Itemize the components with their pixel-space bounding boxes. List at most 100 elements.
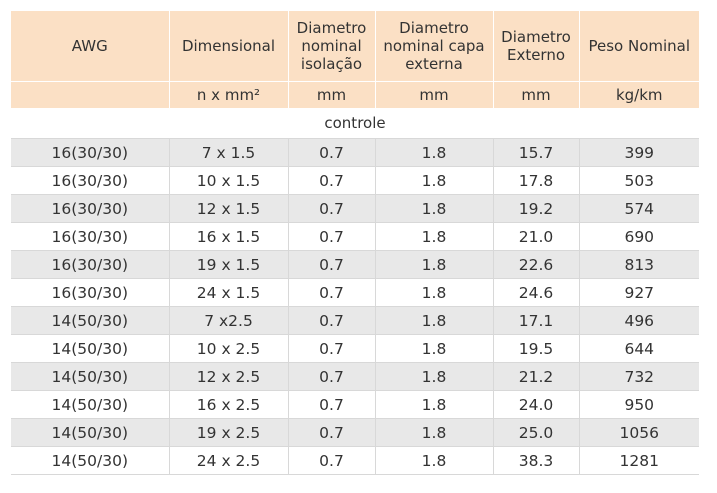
header-diametro-capa: Diametro nominal capa externa	[374, 11, 493, 82]
cell-awg: 16(30/30)	[11, 194, 169, 223]
cell-isolacao: 0.7	[287, 166, 375, 195]
unit-externo: mm	[492, 81, 579, 108]
units-row: n x mm² mm mm mm kg/km	[11, 81, 699, 108]
cell-dimensional: 19 x 1.5	[168, 250, 288, 279]
cell-dimensional: 16 x 1.5	[168, 222, 288, 251]
cell-externo: 21.0	[492, 222, 579, 251]
cell-isolacao: 0.7	[287, 306, 375, 335]
cell-capa: 1.8	[374, 418, 493, 447]
table-row: 14(50/30) 16 x 2.5 0.7 1.8 24.0 950	[11, 390, 699, 419]
table-row: 16(30/30) 16 x 1.5 0.7 1.8 21.0 690	[11, 222, 699, 251]
cell-dimensional: 24 x 1.5	[168, 278, 288, 307]
cell-peso: 1056	[578, 418, 699, 447]
cell-dimensional: 7 x2.5	[168, 306, 288, 335]
cell-awg: 16(30/30)	[11, 138, 169, 167]
cell-isolacao: 0.7	[287, 250, 375, 279]
cell-capa: 1.8	[374, 390, 493, 419]
table-row: 14(50/30) 10 x 2.5 0.7 1.8 19.5 644	[11, 334, 699, 363]
cell-capa: 1.8	[374, 334, 493, 363]
cell-externo: 22.6	[492, 250, 579, 279]
cell-awg: 16(30/30)	[11, 166, 169, 195]
cell-awg: 14(50/30)	[11, 334, 169, 363]
cell-capa: 1.8	[374, 362, 493, 391]
cell-externo: 24.0	[492, 390, 579, 419]
cell-awg: 14(50/30)	[11, 446, 169, 475]
table-row: 16(30/30) 7 x 1.5 0.7 1.8 15.7 399	[11, 138, 699, 167]
cell-peso: 574	[578, 194, 699, 223]
header-diametro-isolacao: Diametro nominal isolação	[287, 11, 375, 82]
table-row: 16(30/30) 10 x 1.5 0.7 1.8 17.8 503	[11, 166, 699, 195]
table-row: 16(30/30) 24 x 1.5 0.7 1.8 24.6 927	[11, 278, 699, 307]
group-row: controle	[11, 108, 699, 139]
cell-awg: 14(50/30)	[11, 390, 169, 419]
cell-capa: 1.8	[374, 194, 493, 223]
cell-isolacao: 0.7	[287, 138, 375, 167]
cell-peso: 503	[578, 166, 699, 195]
cell-isolacao: 0.7	[287, 278, 375, 307]
cell-peso: 950	[578, 390, 699, 419]
cell-peso: 496	[578, 306, 699, 335]
cell-externo: 17.8	[492, 166, 579, 195]
cell-dimensional: 10 x 2.5	[168, 334, 288, 363]
group-label: controle	[11, 108, 699, 139]
cell-peso: 732	[578, 362, 699, 391]
table-row: 14(50/30) 19 x 2.5 0.7 1.8 25.0 1056	[11, 418, 699, 447]
cell-dimensional: 16 x 2.5	[168, 390, 288, 419]
cell-dimensional: 10 x 1.5	[168, 166, 288, 195]
cell-externo: 17.1	[492, 306, 579, 335]
cell-externo: 19.5	[492, 334, 579, 363]
cell-peso: 399	[578, 138, 699, 167]
unit-capa: mm	[374, 81, 493, 108]
table-row: 14(50/30) 12 x 2.5 0.7 1.8 21.2 732	[11, 362, 699, 391]
cell-externo: 25.0	[492, 418, 579, 447]
cell-isolacao: 0.7	[287, 446, 375, 475]
cell-capa: 1.8	[374, 306, 493, 335]
cell-peso: 644	[578, 334, 699, 363]
cell-awg: 14(50/30)	[11, 418, 169, 447]
table-row: 16(30/30) 19 x 1.5 0.7 1.8 22.6 813	[11, 250, 699, 279]
cell-capa: 1.8	[374, 138, 493, 167]
cell-externo: 15.7	[492, 138, 579, 167]
cell-externo: 19.2	[492, 194, 579, 223]
cell-isolacao: 0.7	[287, 334, 375, 363]
cell-awg: 16(30/30)	[11, 278, 169, 307]
header-dimensional: Dimensional	[168, 11, 288, 82]
cell-peso: 1281	[578, 446, 699, 475]
header-awg: AWG	[11, 11, 169, 82]
cell-isolacao: 0.7	[287, 390, 375, 419]
cell-capa: 1.8	[374, 446, 493, 475]
cell-externo: 24.6	[492, 278, 579, 307]
cell-dimensional: 12 x 1.5	[168, 194, 288, 223]
table-row: 14(50/30) 24 x 2.5 0.7 1.8 38.3 1281	[11, 446, 699, 475]
unit-dimensional: n x mm²	[168, 81, 288, 108]
table-row: 16(30/30) 12 x 1.5 0.7 1.8 19.2 574	[11, 194, 699, 223]
cell-peso: 927	[578, 278, 699, 307]
cell-isolacao: 0.7	[287, 222, 375, 251]
header-diametro-externo: Diametro Externo	[492, 11, 579, 82]
cell-externo: 38.3	[492, 446, 579, 475]
table-row: 14(50/30) 7 x2.5 0.7 1.8 17.1 496	[11, 306, 699, 335]
cell-isolacao: 0.7	[287, 194, 375, 223]
cell-capa: 1.8	[374, 250, 493, 279]
cell-peso: 813	[578, 250, 699, 279]
cell-peso: 690	[578, 222, 699, 251]
cell-awg: 14(50/30)	[11, 306, 169, 335]
cell-capa: 1.8	[374, 222, 493, 251]
cell-awg: 16(30/30)	[11, 250, 169, 279]
cell-awg: 14(50/30)	[11, 362, 169, 391]
cell-awg: 16(30/30)	[11, 222, 169, 251]
header-row: AWG Dimensional Diametro nominal isolaçã…	[11, 11, 699, 82]
cell-capa: 1.8	[374, 278, 493, 307]
header-peso-nominal: Peso Nominal	[578, 11, 699, 82]
cell-dimensional: 24 x 2.5	[168, 446, 288, 475]
unit-peso: kg/km	[578, 81, 699, 108]
cell-dimensional: 19 x 2.5	[168, 418, 288, 447]
cell-isolacao: 0.7	[287, 418, 375, 447]
cell-isolacao: 0.7	[287, 362, 375, 391]
unit-isolacao: mm	[287, 81, 375, 108]
cell-dimensional: 7 x 1.5	[168, 138, 288, 167]
cell-externo: 21.2	[492, 362, 579, 391]
cable-spec-table: AWG Dimensional Diametro nominal isolaçã…	[11, 11, 699, 475]
cell-capa: 1.8	[374, 166, 493, 195]
unit-awg	[11, 81, 169, 108]
